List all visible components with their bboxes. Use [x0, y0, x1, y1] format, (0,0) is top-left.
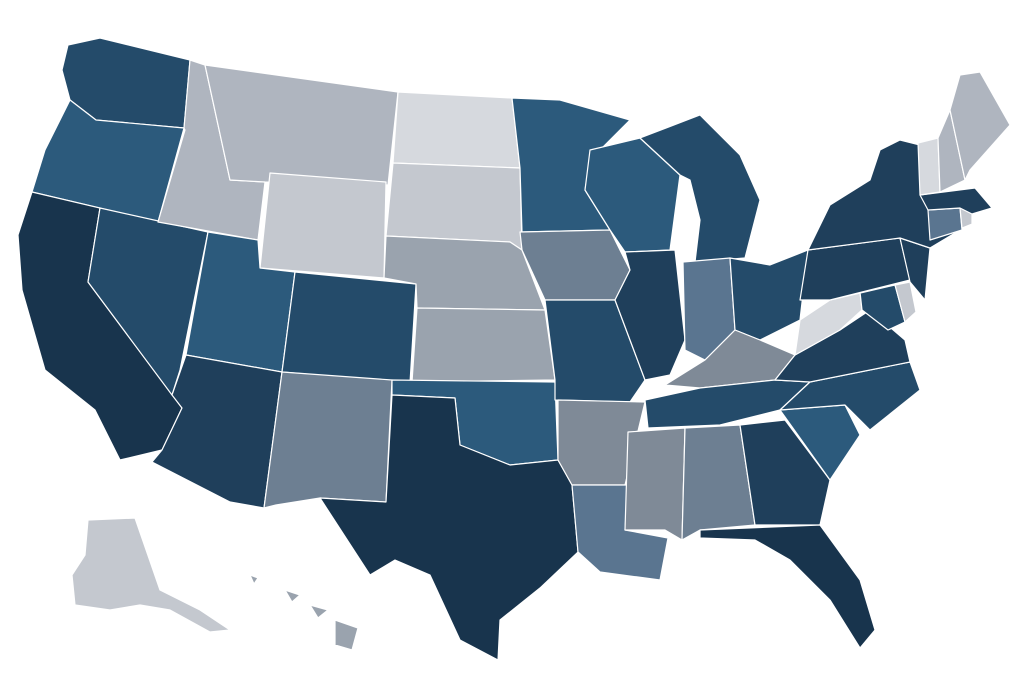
state-hawaii[interactable] — [249, 574, 359, 651]
state-ohio[interactable] — [729, 249, 809, 341]
state-alabama[interactable] — [681, 424, 756, 541]
state-mississippi[interactable] — [624, 427, 686, 541]
state-north-dakota[interactable] — [392, 91, 521, 169]
state-connecticut[interactable] — [927, 207, 963, 241]
state-georgia[interactable] — [739, 419, 831, 526]
state-delaware[interactable] — [894, 281, 917, 323]
state-kansas[interactable] — [411, 307, 556, 383]
state-massachusetts[interactable] — [919, 187, 993, 215]
state-new-mexico[interactable] — [263, 371, 393, 509]
state-wyoming[interactable] — [259, 172, 387, 279]
state-colorado[interactable] — [281, 271, 417, 384]
state-vermont[interactable] — [917, 137, 941, 196]
state-florida[interactable] — [699, 524, 876, 649]
state-illinois[interactable] — [614, 249, 686, 381]
state-maine[interactable] — [949, 71, 1011, 181]
state-texas[interactable] — [319, 394, 579, 661]
state-alaska[interactable] — [71, 517, 231, 633]
state-montana[interactable] — [204, 64, 399, 186]
